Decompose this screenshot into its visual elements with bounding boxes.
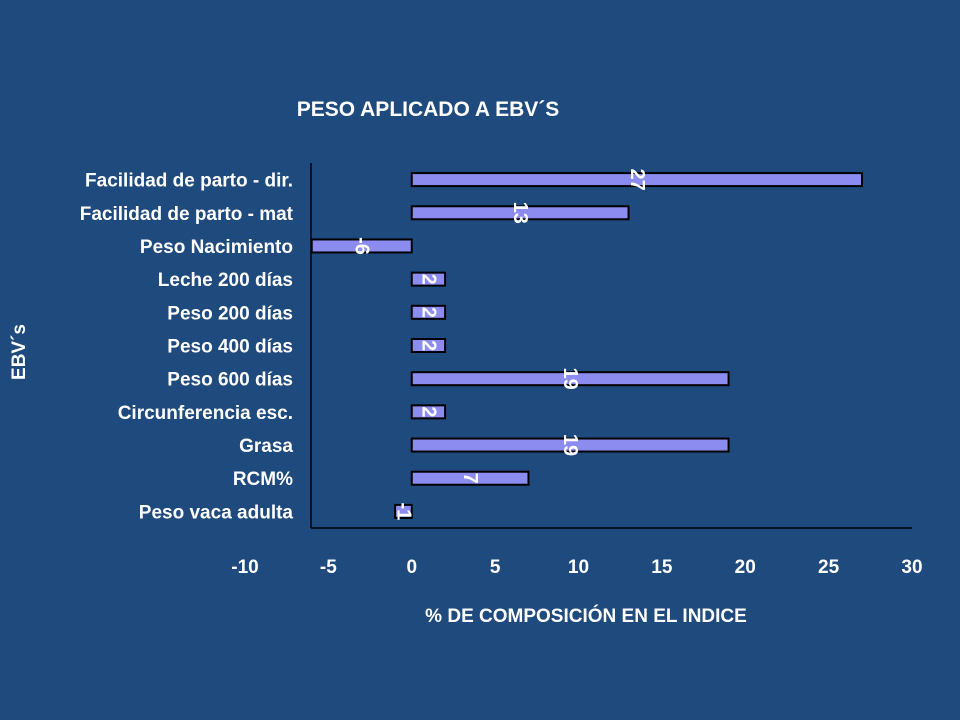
category-label: Peso vaca adulta bbox=[139, 502, 294, 523]
chart-title: PESO APLICADO A EBV´S bbox=[297, 98, 560, 121]
category-label: Facilidad de parto - mat bbox=[80, 204, 294, 225]
x-tick-label: -10 bbox=[231, 557, 258, 578]
bar bbox=[410, 271, 447, 287]
data-label: 27 bbox=[626, 168, 648, 190]
data-label: 2 bbox=[417, 274, 439, 285]
bar bbox=[410, 304, 447, 320]
data-label: -1 bbox=[392, 503, 414, 521]
bar bbox=[310, 238, 413, 254]
data-label: 2 bbox=[417, 307, 439, 318]
bar bbox=[410, 470, 530, 486]
data-label: 2 bbox=[417, 406, 439, 417]
x-tick-label: 20 bbox=[735, 557, 756, 578]
category-label: RCM% bbox=[233, 469, 293, 490]
category-label: Grasa bbox=[239, 436, 293, 457]
data-label: 2 bbox=[417, 340, 439, 351]
data-label: 13 bbox=[509, 202, 531, 224]
x-tick-label: 25 bbox=[818, 557, 840, 578]
data-label: 7 bbox=[459, 473, 481, 484]
category-label: Peso Nacimiento bbox=[140, 237, 293, 258]
x-tick-label: 30 bbox=[901, 557, 922, 578]
category-label: Peso 600 días bbox=[167, 370, 293, 391]
x-axis-title: % DE COMPOSICIÓN EN EL INDICE bbox=[425, 605, 747, 627]
bar bbox=[410, 172, 863, 188]
y-axis-title: EBV´s bbox=[9, 324, 30, 380]
bar bbox=[410, 404, 447, 420]
category-label: Facilidad de parto - dir. bbox=[85, 171, 293, 192]
category-label: Circunferencia esc. bbox=[118, 403, 293, 424]
category-label: Leche 200 días bbox=[158, 270, 293, 291]
bar bbox=[394, 503, 413, 519]
x-tick-label: 0 bbox=[406, 557, 417, 578]
data-label: -6 bbox=[351, 237, 373, 255]
bar bbox=[410, 437, 730, 453]
x-tick-label: 15 bbox=[651, 557, 673, 578]
plot-area: -10 -5 0 5 10 15 20 25 30 Facilidad de parto - di… bbox=[80, 163, 923, 578]
category-label: Peso 200 días bbox=[167, 303, 293, 324]
x-tick-label: -5 bbox=[320, 557, 337, 578]
category-label: Peso 400 días bbox=[167, 337, 293, 358]
bar bbox=[410, 338, 447, 353]
data-label: 19 bbox=[559, 434, 581, 456]
x-tick-label: 5 bbox=[490, 557, 501, 578]
bar bbox=[410, 205, 630, 221]
data-label: 19 bbox=[559, 368, 581, 390]
x-tick-label: 10 bbox=[568, 557, 589, 578]
bar bbox=[410, 371, 730, 387]
